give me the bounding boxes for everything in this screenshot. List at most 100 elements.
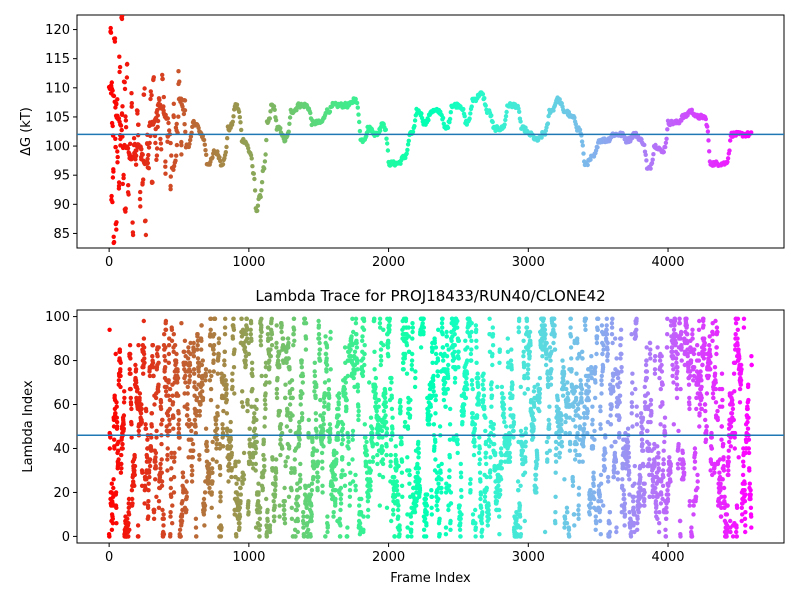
lambda-point xyxy=(609,321,615,326)
lambda-point xyxy=(213,422,219,427)
lambda-point xyxy=(258,343,264,348)
lambda-point xyxy=(400,494,405,499)
lambda-point xyxy=(542,327,548,332)
lambda-point xyxy=(295,503,301,508)
dg-y-tick-label: 120 xyxy=(45,23,70,38)
lambda-point xyxy=(354,332,359,337)
lambda-point xyxy=(159,479,165,484)
lambda-point xyxy=(309,488,315,493)
lambda-point xyxy=(481,386,486,392)
lambda-point xyxy=(356,417,361,423)
lambda-point xyxy=(583,323,588,328)
lambda-point xyxy=(158,406,164,412)
lambda-point xyxy=(581,426,587,431)
lambda-point xyxy=(191,448,196,453)
lambda-point xyxy=(118,367,123,372)
dg-point xyxy=(133,157,138,162)
lambda-point xyxy=(421,316,426,321)
lambda-point xyxy=(167,417,172,423)
lambda-point xyxy=(612,466,617,471)
lambda-point xyxy=(330,483,335,488)
lambda-point xyxy=(203,378,208,383)
lambda-point xyxy=(259,373,264,379)
lambda-point xyxy=(218,494,223,499)
lambda-point xyxy=(403,316,409,321)
lambda-point xyxy=(391,507,396,513)
dg-point xyxy=(252,188,258,193)
dg-point xyxy=(113,136,118,141)
lambda-point xyxy=(509,367,514,372)
lambda-point xyxy=(413,369,418,374)
lambda-point xyxy=(333,501,338,506)
lambda-point xyxy=(107,534,112,539)
lambda-point xyxy=(559,428,564,434)
lambda-point xyxy=(321,444,326,449)
lambda-point xyxy=(559,413,564,418)
lambda-point xyxy=(626,463,631,469)
dg-point xyxy=(165,116,170,121)
dg-point xyxy=(122,80,127,85)
lambda-point xyxy=(254,439,259,445)
lambda-point xyxy=(455,318,460,324)
lambda-point xyxy=(468,481,473,486)
dg-point xyxy=(176,114,181,119)
lambda-point xyxy=(165,457,170,462)
lambda-point xyxy=(273,477,278,482)
lambda-point xyxy=(218,499,223,504)
dg-point xyxy=(246,145,251,151)
lambda-point xyxy=(618,343,623,348)
lambda-point xyxy=(249,360,255,365)
lambda-point xyxy=(472,422,478,427)
lambda-point xyxy=(247,426,252,431)
lambda-point xyxy=(323,334,328,339)
lambda-point xyxy=(263,406,268,412)
lambda-point xyxy=(378,362,383,368)
lambda-point xyxy=(353,321,359,326)
lambda-point xyxy=(615,470,620,475)
lambda-point xyxy=(410,351,415,357)
dg-point xyxy=(258,194,263,200)
lambda-point xyxy=(640,426,645,431)
lambda-point xyxy=(391,512,396,517)
lambda-point xyxy=(605,474,611,480)
lambda-point xyxy=(562,516,568,521)
lambda-point xyxy=(604,332,610,337)
lambda-point xyxy=(208,386,214,392)
lambda-point xyxy=(482,494,488,499)
lambda-point xyxy=(185,391,190,396)
lambda-point xyxy=(456,356,461,361)
lambda-point xyxy=(424,503,430,508)
lambda-point xyxy=(134,380,139,385)
lambda-point xyxy=(633,334,639,339)
dg-point xyxy=(108,25,113,31)
lambda-point xyxy=(576,406,581,412)
lambda-point xyxy=(641,448,646,453)
lambda-point xyxy=(141,371,146,376)
lambda-point xyxy=(458,521,463,526)
lambda-point xyxy=(621,488,626,493)
lambda-point xyxy=(190,441,196,447)
lambda-point xyxy=(361,318,367,324)
lambda-point xyxy=(169,338,175,343)
lambda-point xyxy=(488,474,493,480)
lambda-point xyxy=(477,446,482,451)
lambda-point xyxy=(608,422,614,427)
lambda-point xyxy=(346,439,351,445)
dg-point xyxy=(595,145,600,150)
lambda-point xyxy=(362,422,367,427)
dg-point xyxy=(115,154,120,160)
lambda-point xyxy=(278,426,283,431)
lambda-point xyxy=(350,428,356,434)
dg-point xyxy=(121,172,126,178)
lambda-point xyxy=(282,516,288,521)
dg-point xyxy=(273,118,279,123)
lambda-point xyxy=(237,525,242,530)
lambda-point xyxy=(272,514,277,519)
dg-point xyxy=(384,136,389,141)
dg-point xyxy=(385,148,391,153)
lambda-point xyxy=(238,492,243,497)
lambda-point xyxy=(464,386,470,392)
lambda-point xyxy=(393,452,398,458)
lambda-point xyxy=(424,510,429,515)
lambda-point xyxy=(629,404,635,409)
